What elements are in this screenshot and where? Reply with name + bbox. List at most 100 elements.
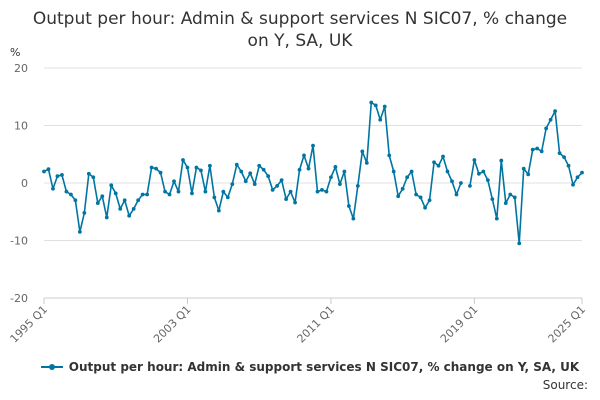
- data-point: [118, 206, 123, 211]
- data-point: [562, 155, 566, 160]
- data-point: [320, 188, 324, 192]
- data-point: [288, 189, 293, 194]
- x-tick-label: 2011 Q1: [295, 303, 338, 346]
- data-point: [199, 168, 203, 173]
- data-point: [181, 158, 185, 162]
- data-point: [539, 149, 544, 154]
- legend-line-marker-icon: [40, 362, 63, 372]
- data-point: [95, 201, 100, 206]
- x-tick-label: 1995 Q1: [8, 303, 51, 346]
- data-point: [154, 166, 158, 171]
- y-tick-label: 20: [14, 62, 28, 75]
- data-point: [306, 166, 311, 171]
- data-point: [239, 169, 244, 174]
- source-label: Source:: [542, 378, 588, 392]
- data-point: [86, 171, 91, 176]
- data-point: [580, 170, 584, 175]
- x-tick-label: 2003 Q1: [151, 303, 194, 346]
- data-point: [149, 165, 154, 170]
- data-point: [418, 195, 423, 200]
- data-point: [225, 195, 230, 200]
- data-point: [100, 194, 105, 199]
- data-point: [414, 192, 419, 197]
- data-point: [481, 169, 486, 174]
- data-point: [42, 169, 46, 174]
- data-point: [544, 126, 549, 131]
- data-point: [145, 192, 150, 197]
- data-point: [575, 175, 580, 180]
- data-point: [373, 103, 378, 108]
- data-point: [530, 147, 535, 152]
- data-point: [503, 201, 508, 206]
- data-point: [91, 175, 96, 180]
- y-tick-label: 0: [21, 177, 28, 190]
- chart-title: Output per hour: Admin & support service…: [32, 9, 568, 51]
- data-point: [391, 169, 396, 174]
- data-point: [517, 241, 522, 246]
- data-point: [342, 169, 347, 174]
- y-tick-label: 10: [14, 120, 28, 133]
- data-point: [423, 205, 427, 210]
- data-point: [571, 182, 575, 187]
- data-point: [499, 158, 504, 163]
- data-point: [203, 189, 208, 194]
- data-point: [284, 197, 288, 202]
- data-point: [535, 146, 540, 151]
- data-point: [221, 189, 226, 194]
- data-point: [279, 178, 284, 183]
- data-point: [163, 189, 167, 194]
- data-point: [51, 186, 55, 191]
- data-point: [122, 198, 127, 203]
- data-point: [346, 204, 351, 208]
- data-point: [378, 117, 383, 122]
- data-point: [270, 188, 275, 192]
- data-point: [315, 189, 320, 194]
- legend-label: Output per hour: Admin & support service…: [68, 360, 580, 374]
- data-point: [459, 181, 463, 185]
- data-point: [351, 216, 356, 221]
- data-point: [521, 166, 526, 171]
- data-point: [490, 197, 495, 202]
- data-point: [441, 154, 445, 159]
- x-tick-label: 2025 Q1: [546, 303, 589, 346]
- data-point: [311, 143, 315, 148]
- data-point: [257, 163, 262, 168]
- data-point: [252, 182, 257, 187]
- data-point: [136, 198, 141, 203]
- data-point: [82, 211, 87, 215]
- data-point: [427, 198, 432, 203]
- data-point: [526, 172, 531, 177]
- data-point: [508, 192, 513, 197]
- data-point: [127, 213, 132, 218]
- legend[interactable]: Output per hour: Admin & support service…: [30, 360, 590, 374]
- data-point: [230, 182, 235, 187]
- data-point: [360, 149, 365, 154]
- data-point: [553, 109, 557, 114]
- data-point: [512, 195, 517, 200]
- data-point: [275, 183, 280, 188]
- data-point: [185, 165, 190, 170]
- data-point: [485, 178, 490, 183]
- data-point: [476, 171, 481, 176]
- data-point: [261, 167, 266, 172]
- data-point: [194, 165, 199, 170]
- data-point: [140, 192, 145, 197]
- data-point: [167, 192, 172, 197]
- data-point: [172, 179, 176, 184]
- data-point: [557, 151, 562, 156]
- data-point: [176, 189, 181, 194]
- data-point: [158, 170, 163, 175]
- data-point: [207, 163, 212, 168]
- data-point: [396, 194, 401, 199]
- data-point: [212, 195, 217, 200]
- data-point: [60, 173, 64, 177]
- data-point: [104, 215, 109, 220]
- y-tick-label: -10: [10, 235, 28, 248]
- data-point: [73, 198, 78, 203]
- data-point: [436, 163, 441, 168]
- data-point: [364, 160, 369, 165]
- data-point: [243, 179, 248, 184]
- data-point: [302, 153, 306, 158]
- data-point: [64, 189, 69, 194]
- x-tick-label: 2019 Q1: [438, 303, 481, 346]
